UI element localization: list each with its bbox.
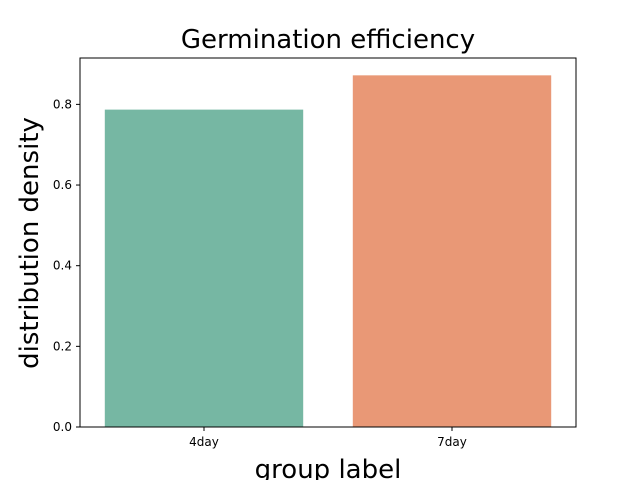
- bar-7day: [352, 75, 552, 428]
- x-axis-label: group label: [255, 455, 402, 480]
- y-tick-label: 0.0: [53, 420, 72, 434]
- bar-4day: [104, 109, 304, 427]
- x-axis-ticks: 4day 7day: [189, 427, 467, 449]
- x-tick-label: 7day: [437, 435, 467, 449]
- y-tick-label: 0.4: [53, 259, 72, 273]
- y-tick-label: 0.8: [53, 97, 72, 111]
- bars-group: [104, 75, 552, 428]
- y-axis-ticks: 0.0 0.2 0.4 0.6 0.8: [53, 97, 80, 434]
- x-tick-label: 4day: [189, 435, 219, 449]
- y-axis-label: distribution density: [15, 117, 45, 369]
- y-tick-label: 0.6: [53, 178, 72, 192]
- y-tick-label: 0.2: [53, 339, 72, 353]
- chart-title: Germination efficiency: [181, 25, 475, 55]
- plot-frame: [79, 57, 577, 428]
